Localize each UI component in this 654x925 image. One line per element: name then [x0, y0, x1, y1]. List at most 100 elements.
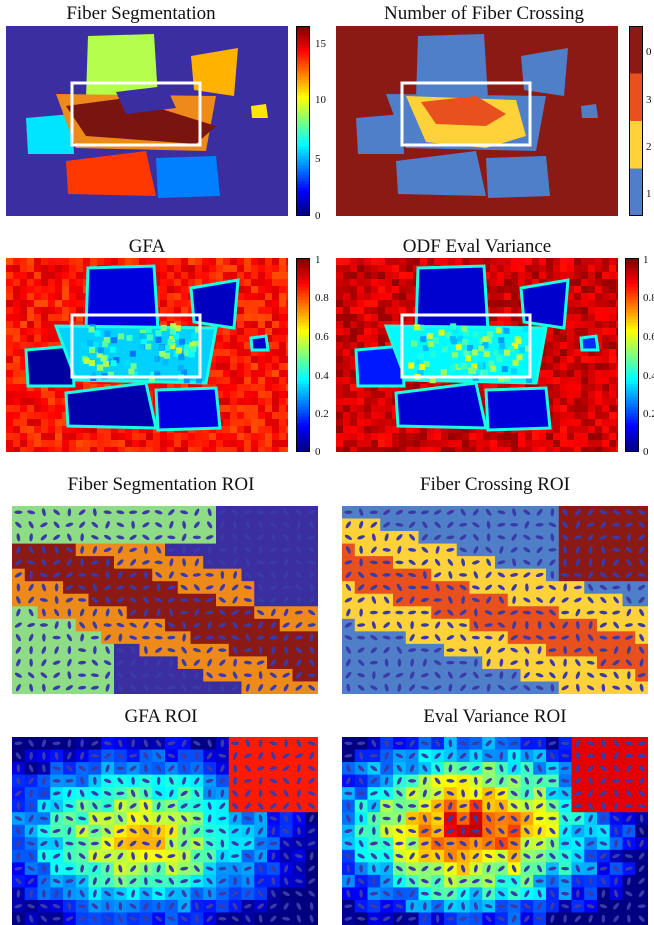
pixel	[286, 363, 288, 370]
pixel	[188, 314, 195, 321]
odf-glyph	[16, 608, 21, 617]
odf-glyph	[563, 658, 567, 667]
odf-glyph	[295, 865, 302, 872]
odf-glyph	[561, 573, 570, 577]
pixel	[595, 384, 602, 391]
odf-glyph	[16, 658, 21, 667]
colorbar-segment	[296, 73, 310, 78]
odf-glyph	[116, 510, 125, 515]
pixel	[279, 286, 286, 293]
pixel	[385, 300, 392, 307]
pixel	[195, 265, 202, 272]
pixel	[464, 355, 471, 362]
pixel	[244, 314, 251, 321]
pixel	[258, 405, 265, 412]
odf-glyph	[194, 508, 200, 516]
pixel	[13, 384, 20, 391]
pixel	[504, 375, 511, 382]
pixel	[378, 258, 385, 265]
pixel	[497, 258, 504, 265]
colorbar-segment	[296, 114, 310, 119]
odf-glyph	[257, 609, 265, 616]
pixel	[265, 391, 272, 398]
pixel	[92, 341, 99, 348]
pixel	[616, 426, 618, 433]
pixel	[34, 447, 41, 452]
odf-glyph	[460, 684, 467, 691]
odf-glyph	[626, 608, 632, 617]
odf-glyph	[295, 684, 303, 691]
odf-glyph	[90, 685, 99, 690]
pixel	[406, 440, 413, 447]
pixel	[272, 321, 279, 328]
odf-glyph	[486, 658, 491, 667]
odf-glyph	[206, 752, 213, 760]
pixel	[378, 447, 385, 452]
pixel	[6, 342, 13, 349]
pixel	[350, 433, 357, 440]
pixel	[371, 440, 378, 447]
pixel	[336, 356, 343, 363]
pixel	[13, 377, 20, 384]
odf-glyph	[104, 915, 111, 922]
tissue-region	[189, 278, 240, 330]
pixel	[265, 265, 272, 272]
pixel	[385, 272, 392, 279]
pixel	[581, 314, 588, 321]
pixel	[265, 272, 272, 279]
pixel	[97, 440, 104, 447]
pixel	[546, 440, 553, 447]
pixel	[508, 345, 515, 352]
pixel	[574, 279, 581, 286]
odf-glyph	[309, 633, 314, 642]
pixel	[167, 384, 174, 391]
pixel	[451, 338, 458, 345]
odf-glyph	[243, 816, 252, 821]
odf-glyph	[271, 752, 276, 760]
odf-glyph	[205, 635, 214, 640]
gfa-map	[6, 258, 288, 452]
odf-glyph	[116, 891, 125, 896]
odf-glyph	[257, 572, 265, 578]
pixel	[258, 356, 265, 363]
pixel	[209, 279, 216, 286]
panel-title-odf-eval-variance: ODF Eval Variance	[402, 236, 552, 257]
pixel	[286, 391, 288, 398]
pixel	[279, 398, 286, 405]
odf-glyph	[612, 635, 621, 640]
pixel	[216, 398, 223, 405]
segment-region	[66, 98, 216, 144]
odf-glyph	[52, 660, 61, 665]
odf-glyph	[193, 740, 201, 746]
pixel	[483, 265, 490, 272]
pixel	[616, 265, 618, 272]
colorbar-segment	[625, 419, 639, 424]
pixel	[160, 307, 167, 314]
pixel	[490, 300, 497, 307]
tissue-region	[579, 334, 600, 352]
pixel	[490, 286, 497, 293]
colorbar-segment	[296, 212, 310, 217]
odf-glyph	[270, 802, 277, 809]
odf-glyph	[345, 521, 352, 529]
pixel	[553, 356, 560, 363]
odf-glyph	[599, 510, 608, 515]
pixel	[602, 384, 609, 391]
pixel	[588, 307, 595, 314]
odf-glyph	[16, 852, 21, 861]
odf-glyph	[309, 646, 315, 654]
pixel	[20, 342, 27, 349]
pixel	[279, 363, 286, 370]
odf-glyph	[231, 610, 239, 616]
odf-glyph	[118, 739, 123, 748]
pixel	[216, 440, 223, 447]
pixel	[97, 426, 104, 433]
pixel	[546, 265, 553, 272]
pixel	[244, 391, 251, 398]
odf-glyph	[118, 877, 123, 886]
odf-glyph	[167, 635, 176, 640]
pixel	[244, 384, 251, 391]
odf-glyph	[52, 560, 61, 565]
odf-glyph	[232, 596, 238, 604]
odf-glyph	[346, 546, 351, 554]
